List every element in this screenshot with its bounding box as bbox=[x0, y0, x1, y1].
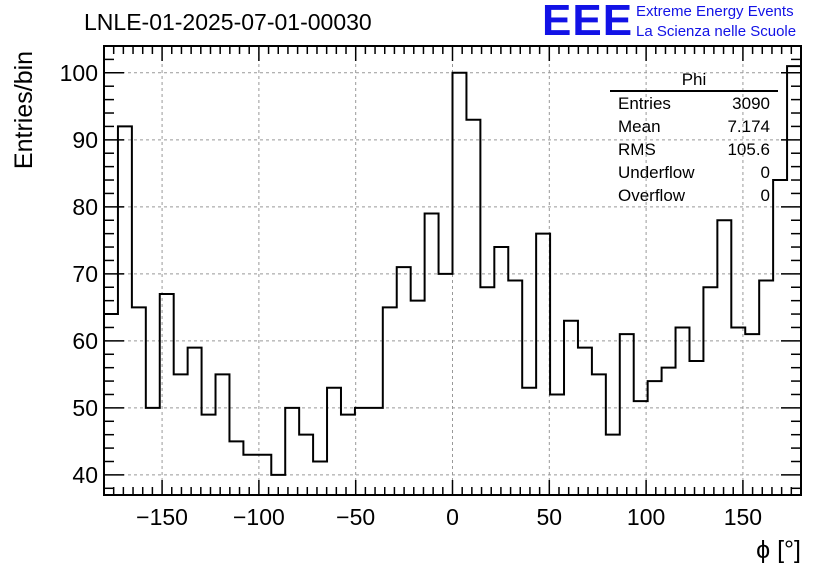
eee-logo: EEE bbox=[542, 0, 634, 45]
histogram-bin bbox=[383, 307, 397, 495]
histogram-bin bbox=[689, 361, 703, 495]
histogram-bin bbox=[229, 441, 243, 495]
histogram-bin bbox=[146, 408, 160, 495]
x-tick-label: 50 bbox=[537, 504, 563, 530]
stats-title: Phi bbox=[610, 70, 778, 92]
histogram-bin bbox=[132, 307, 146, 495]
y-tick-label: 90 bbox=[72, 127, 98, 153]
histogram-bin bbox=[355, 408, 369, 495]
histogram-bin bbox=[299, 435, 313, 495]
histogram-bin bbox=[188, 348, 202, 495]
histogram-bin bbox=[508, 281, 522, 495]
histogram-bin bbox=[411, 301, 425, 495]
y-axis-label: Entries/bin bbox=[10, 51, 38, 169]
logo-caption-line1: Extreme Energy Events bbox=[636, 3, 794, 20]
x-tick-label: 150 bbox=[724, 504, 762, 530]
x-tick-label: 0 bbox=[446, 504, 459, 530]
histogram-bin bbox=[522, 388, 536, 495]
x-tick-label: −150 bbox=[136, 504, 188, 530]
tick-labels: −150 −100 −50 0 50 100 150 40 50 60 70 80 90 100 bbox=[60, 60, 762, 530]
stats-row-underflow: Underflow 0 bbox=[610, 161, 778, 184]
stats-label: Mean bbox=[618, 117, 661, 136]
x-tick-label: −50 bbox=[336, 504, 375, 530]
histogram-bin bbox=[676, 327, 690, 495]
histogram-bin bbox=[425, 214, 439, 495]
x-tick-label: 100 bbox=[627, 504, 665, 530]
y-tick-label: 50 bbox=[72, 395, 98, 421]
histogram-step-line bbox=[104, 65, 801, 476]
histogram-bin bbox=[216, 374, 230, 495]
stats-value: 0 bbox=[760, 163, 770, 182]
histogram-bin bbox=[550, 394, 564, 495]
stats-row-entries: Entries 3090 bbox=[610, 92, 778, 115]
stats-value: 7.174 bbox=[727, 117, 770, 136]
histogram-bin bbox=[341, 415, 355, 495]
histogram-bin bbox=[787, 66, 801, 495]
histogram-bin bbox=[745, 334, 759, 495]
stats-label: Underflow bbox=[618, 163, 695, 182]
histogram-bin bbox=[648, 381, 662, 495]
logo-caption-line2: La Scienza nelle Scuole bbox=[636, 23, 797, 40]
histogram-bin bbox=[202, 415, 216, 495]
histogram-bin bbox=[327, 388, 341, 495]
y-tick-label: 70 bbox=[72, 261, 98, 287]
y-tick-label: 40 bbox=[72, 462, 98, 488]
stats-label: Overflow bbox=[618, 186, 686, 205]
stats-value: 0 bbox=[760, 186, 770, 205]
histogram-bin bbox=[620, 334, 634, 495]
histogram-bin bbox=[606, 435, 620, 495]
histogram-bin bbox=[717, 220, 731, 495]
stats-value: 105.6 bbox=[727, 140, 770, 159]
histogram-bin bbox=[480, 287, 494, 495]
histogram-bin bbox=[773, 180, 787, 495]
histogram-bin bbox=[439, 274, 453, 495]
stats-box: Phi Entries 3090 Mean 7.174 RMS 105.6 Un… bbox=[610, 70, 778, 207]
histogram-bin bbox=[118, 126, 132, 495]
stats-row-mean: Mean 7.174 bbox=[610, 115, 778, 138]
histogram-bin bbox=[536, 234, 550, 495]
stats-row-overflow: Overflow 0 bbox=[610, 184, 778, 207]
histogram-bin bbox=[174, 374, 188, 495]
stats-value: 3090 bbox=[732, 94, 770, 113]
chart-title: LNLE-01-2025-07-01-00030 bbox=[84, 9, 372, 35]
histogram-bin bbox=[494, 247, 508, 495]
histogram-bin bbox=[662, 368, 676, 495]
axis-ticks bbox=[104, 45, 801, 495]
histogram-bin bbox=[453, 73, 467, 495]
x-axis-label: ϕ [°] bbox=[756, 536, 801, 564]
stats-label: RMS bbox=[618, 140, 656, 159]
stats-row-rms: RMS 105.6 bbox=[610, 138, 778, 161]
histogram-bin bbox=[285, 408, 299, 495]
histogram-bin bbox=[397, 267, 411, 495]
histogram-bin bbox=[466, 120, 480, 495]
histogram-bin bbox=[369, 408, 383, 495]
y-tick-label: 80 bbox=[72, 194, 98, 220]
y-tick-label: 100 bbox=[60, 60, 98, 86]
histogram-bin bbox=[703, 287, 717, 495]
y-tick-label: 60 bbox=[72, 328, 98, 354]
x-tick-label: −100 bbox=[233, 504, 285, 530]
stats-label: Entries bbox=[618, 94, 671, 113]
histogram-bin bbox=[313, 461, 327, 495]
histogram-bin bbox=[592, 374, 606, 495]
histogram-bin bbox=[759, 281, 773, 495]
histogram-bin bbox=[578, 348, 592, 495]
